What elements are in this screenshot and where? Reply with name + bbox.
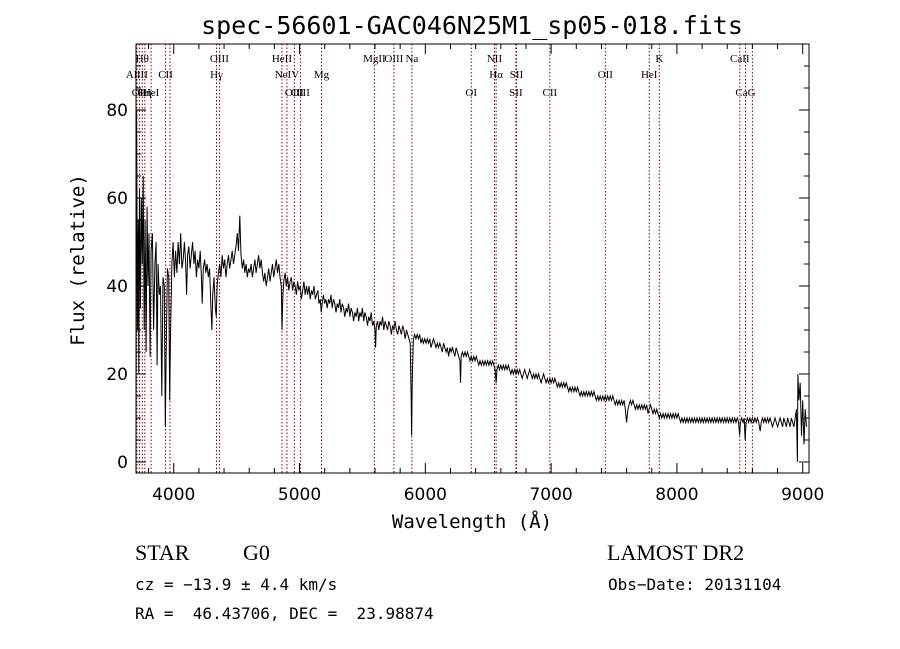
y-tick-label: 60 [106,189,128,209]
x-tick-label: 8000 [655,485,698,505]
line-label: CII [158,69,173,81]
line-label: CaG [735,87,755,99]
line-label: SII [510,69,524,81]
line-label: OIII [384,53,403,65]
line-label: HeII [272,53,292,65]
line-label: OII [598,69,614,81]
y-tick-label: 40 [106,277,128,297]
line-label: HeI [143,87,160,99]
object-class: STAR [135,540,190,565]
line-label: Hθ [136,53,149,65]
line-label: Hη [138,87,152,99]
line-label: K [655,53,663,65]
line-label: MgII [363,53,386,65]
survey-name: LAMOST DR2 [607,540,745,565]
line-label: HeI [641,69,658,81]
x-tick-label: 5000 [278,485,321,505]
plot-frame [135,43,810,474]
x-tick-label: 7000 [529,485,572,505]
spectral-line-markers [136,44,753,473]
line-label: OIII [210,53,229,65]
line-label: CII [543,87,558,99]
y-tick-label: 80 [106,101,128,121]
chart-title: spec-56601-GAC046N25M1_sp05-018.fits [201,11,743,40]
y-axis-ticks: 0 20 40 60 80 [106,65,809,473]
line-label: NeIV [275,69,299,81]
line-label: Hγ [210,69,223,81]
line-label: NII [487,53,503,65]
line-label: Na [405,53,418,65]
line-label: AlIII [126,69,148,81]
object-subclass: G0 [243,540,270,565]
redshift-cz: cz = −13.9 ± 4.4 km/s [135,575,338,594]
y-tick-label: 20 [106,365,128,385]
line-label: OIII [285,87,304,99]
line-label: OIII [291,87,310,99]
spectrum-series-line [135,109,807,463]
line-label: SII [509,87,523,99]
line-label: Hα [489,69,503,81]
x-tick-label: 4000 [152,485,195,505]
line-label: CaII [730,53,750,65]
observation-date: Obs−Date: 20131104 [608,575,782,594]
y-axis-label: Flux (relative) [67,174,89,346]
y-tick-label: 0 [117,453,128,473]
x-tick-label: 9000 [781,485,824,505]
coordinates: RA = 46.43706, DEC = 23.98874 [135,604,434,623]
x-tick-label: 6000 [404,485,447,505]
line-label: OI [465,87,477,99]
x-axis-label: Wavelength (Å) [392,510,552,533]
x-axis-ticks: 4000 5000 6000 7000 8000 9000 [148,44,824,505]
line-label: Mg [314,69,330,81]
